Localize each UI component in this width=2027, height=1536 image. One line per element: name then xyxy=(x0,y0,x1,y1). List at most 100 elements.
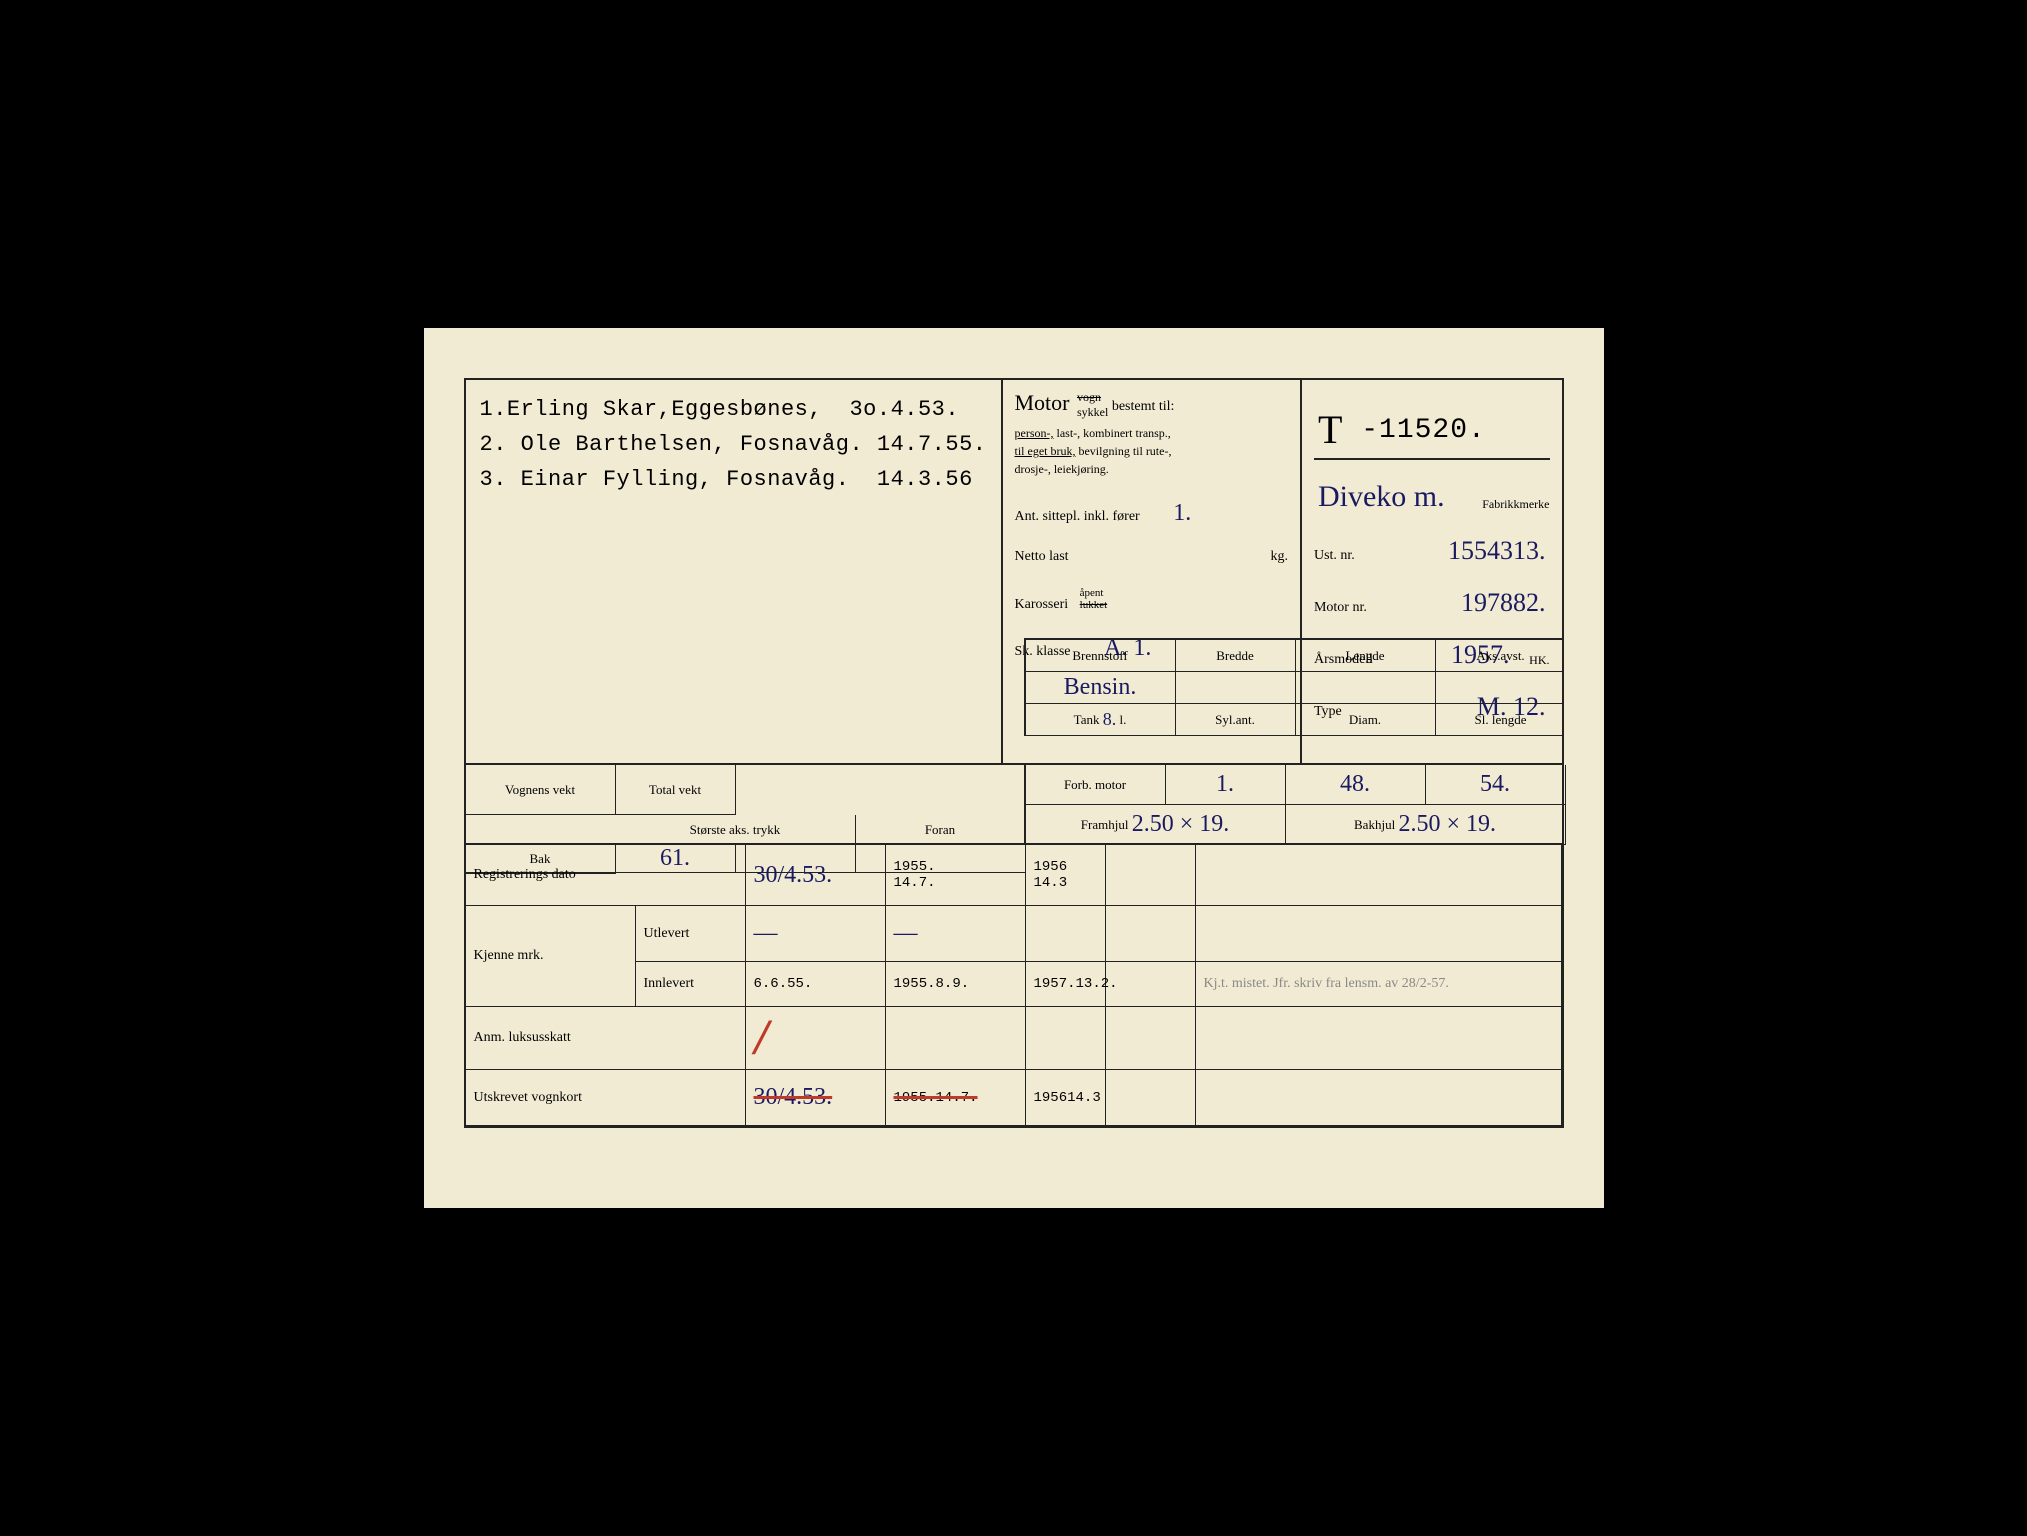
aksavst-label: Aks.avst. xyxy=(1436,640,1566,671)
anm-1: ╱ xyxy=(746,1007,886,1070)
tank-label: Tank xyxy=(1074,712,1100,728)
spec-header-1: Brennstoff Bredde Lengde Aks.avst. xyxy=(1026,640,1562,672)
framhjul-value: 2.50 × 19. xyxy=(1132,811,1230,838)
owner-row: 1.Erling Skar,Eggesbønes, 3o.4.53. xyxy=(480,392,987,427)
forb-motor-value: 1. xyxy=(1216,771,1234,798)
utskrevet-4 xyxy=(1106,1070,1196,1126)
bredde-label: Bredde xyxy=(1176,640,1296,671)
owner-row: 2. Ole Barthelsen, Fosnavåg. 14.7.55. xyxy=(480,427,987,462)
diam-value-cell: 48. xyxy=(1286,765,1426,805)
motor-subtype-kept: sykkel xyxy=(1077,405,1108,419)
brennstoff-value: Bensin. xyxy=(1064,674,1137,701)
utlevert-1: — xyxy=(746,906,886,962)
netto-last-field: Netto last kg. xyxy=(1015,549,1288,565)
diam-value: 48. xyxy=(1340,771,1370,798)
storste-aks-label: Største aks. trykk xyxy=(616,815,856,845)
anm-rest xyxy=(1196,1007,1562,1070)
forb-motor-sylant: 1. xyxy=(1166,765,1286,805)
anm-2 xyxy=(886,1007,1026,1070)
ant-sittepl-field: Ant. sittepl. inkl. fører 1. xyxy=(1015,500,1288,527)
reg-dato-2: 1955.14.7. xyxy=(886,845,1026,906)
lengde-value xyxy=(1296,672,1436,703)
motor-nr-value: 197882. xyxy=(1461,588,1546,618)
utskrevet-rest xyxy=(1196,1070,1562,1126)
owners-column: 1.Erling Skar,Eggesbønes, 3o.4.53. 2. Ol… xyxy=(466,380,1003,763)
diam-label: Diam. xyxy=(1296,704,1436,735)
reg-dato-label: Registrerings dato xyxy=(466,845,746,906)
plate-prefix: T xyxy=(1318,406,1343,453)
ant-sittepl-value: 1. xyxy=(1173,500,1191,526)
karosseri-apent: åpent xyxy=(1080,587,1104,599)
owner-date: 14.7.55. xyxy=(877,432,987,457)
tank-unit: l. xyxy=(1119,712,1126,728)
usage-egetbruk: til eget bruk, xyxy=(1015,444,1076,458)
sllengde-value-cell: 54. xyxy=(1426,765,1566,805)
motor-heading: Motor vogn sykkel bestemt til: xyxy=(1015,390,1288,420)
reg-dato-2-val: 1955.14.7. xyxy=(894,859,936,891)
motor-subtype-struck: vogn xyxy=(1077,390,1101,404)
aksavst-value xyxy=(1436,672,1566,703)
reg-dato-3-val: 195614.3 xyxy=(1034,859,1068,891)
owner-date: 14.3.56 xyxy=(877,467,973,492)
motor-nr-field: Motor nr. 197882. xyxy=(1314,580,1550,616)
plate-number: -11520. xyxy=(1361,415,1486,446)
card-frame: 1.Erling Skar,Eggesbønes, 3o.4.53. 2. Ol… xyxy=(464,378,1564,1128)
sllengde-value: 54. xyxy=(1480,771,1510,798)
owner-name: Ole Barthelsen, Fosnavåg. xyxy=(521,432,864,457)
utskrevet-label: Utskrevet vognkort xyxy=(466,1070,746,1126)
owner-num: 2. xyxy=(480,432,507,457)
innlevert-3: 1957.13.2. xyxy=(1026,962,1106,1007)
framhjul-cell: Framhjul 2.50 × 19. xyxy=(1026,805,1286,845)
bakhjul-value: 2.50 × 19. xyxy=(1398,811,1496,838)
lengde-label: Lengde xyxy=(1296,640,1436,671)
reg-dato-rest xyxy=(1196,845,1562,906)
karosseri-options: åpent lukket xyxy=(1080,587,1108,611)
innlevert-2: 1955.8.9. xyxy=(886,962,1026,1007)
utlevert-2: — xyxy=(886,906,1026,962)
owner-num: 3. xyxy=(480,467,507,492)
forb-motor-label: Forb. motor xyxy=(1026,765,1166,805)
bredde-value xyxy=(1176,672,1296,703)
sylant-label: Syl.ant. xyxy=(1176,704,1296,735)
ust-nr-field: Ust. nr. 1554313. xyxy=(1314,528,1550,564)
bottom-table: Registrerings dato 30/4.53. 1955.14.7. 1… xyxy=(466,845,1562,1126)
vekt-left: Vognens vekt Største aks. trykk Total ve… xyxy=(466,765,1026,843)
reg-dato-1-val: 30/4.53. xyxy=(754,862,833,889)
owner-row: 3. Einar Fylling, Fosnavåg. 14.3.56 xyxy=(480,462,987,497)
bakhjul-cell: Bakhjul 2.50 × 19. xyxy=(1286,805,1566,845)
karosseri-label: Karosseri xyxy=(1015,597,1069,612)
fabrikkmerke-value: Diveko m. xyxy=(1318,480,1445,514)
ust-nr-value: 1554313. xyxy=(1448,536,1546,566)
utlevert-3 xyxy=(1026,906,1106,962)
usage-line3: drosje-, leiekjøring. xyxy=(1015,462,1109,476)
innlevert-4 xyxy=(1106,962,1196,1007)
netto-last-unit: kg. xyxy=(1270,549,1288,565)
innlevert-note: Kj.t. mistet. Jfr. skriv fra lensm. av 2… xyxy=(1196,962,1562,1007)
utskrevet-1: 30/4.53. xyxy=(746,1070,886,1126)
anm-label: Anm. luksusskatt xyxy=(466,1007,746,1070)
vekt-right: Forb. motor 1. 48. 54. Framhjul 2.50 × 1… xyxy=(1026,765,1566,843)
utskrevet-3: 195614.3 xyxy=(1026,1070,1106,1126)
motor-bestemt: bestemt til: xyxy=(1112,399,1175,414)
utlevert-1-val: — xyxy=(754,920,778,947)
spec-values-1: Bensin. xyxy=(1026,672,1562,704)
karosseri-field: Karosseri åpent lukket xyxy=(1015,587,1288,613)
registration-card: 1.Erling Skar,Eggesbønes, 3o.4.53. 2. Ol… xyxy=(424,328,1604,1208)
usage-rest2: bevilgning til rute-, xyxy=(1075,444,1171,458)
brennstoff-value-cell: Bensin. xyxy=(1026,672,1176,703)
utlevert-label: Utlevert xyxy=(636,906,746,962)
utskrevet-2: 1955.14.7. xyxy=(886,1070,1026,1126)
tank-value: 8. xyxy=(1103,709,1117,730)
red-slash-icon: ╱ xyxy=(754,1021,771,1055)
ust-nr-label: Ust. nr. xyxy=(1314,548,1355,564)
fabrikkmerke-label: Fabrikkmerke xyxy=(1482,497,1549,512)
reg-dato-3: 195614.3 xyxy=(1026,845,1106,906)
utlevert-4 xyxy=(1106,906,1196,962)
anm-4 xyxy=(1106,1007,1196,1070)
motor-usage: person-, last-, kombinert transp., til e… xyxy=(1015,424,1288,478)
motor-subtype: vogn sykkel xyxy=(1077,390,1108,420)
ant-sittepl-label: Ant. sittepl. inkl. fører xyxy=(1015,509,1140,524)
owner-name: Erling Skar,Eggesbønes, xyxy=(507,397,822,422)
anm-3 xyxy=(1026,1007,1106,1070)
sllengde-label: Sl. lengde xyxy=(1436,704,1566,735)
